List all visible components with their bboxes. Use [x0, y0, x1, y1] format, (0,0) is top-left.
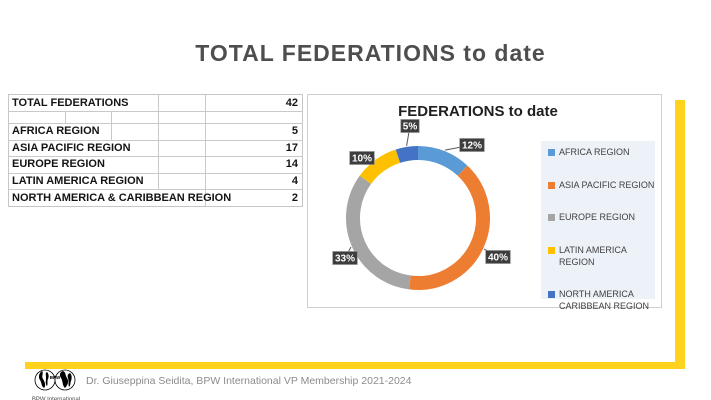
table-cell-empty	[112, 112, 159, 123]
table-cell-label: NORTH AMERICA & CARIBBEAN REGION	[9, 190, 231, 206]
data-label-text: 12%	[462, 141, 482, 152]
data-label-text: 33%	[335, 254, 355, 265]
bpw-monogram: BPW	[50, 375, 61, 380]
legend-item: LATIN AMERICA REGION	[548, 245, 655, 268]
chart-title: FEDERATIONS to date	[398, 103, 558, 120]
legend-label: NORTH AMERICA CARIBBEAN REGION	[559, 289, 650, 312]
data-label-box	[332, 251, 358, 265]
donut-segment-2	[346, 175, 411, 290]
legend-label: LATIN AMERICA REGION	[559, 245, 627, 267]
table-cell-empty	[66, 112, 112, 123]
donut-segment-1	[408, 165, 490, 290]
chart-legend: AFRICA REGION ASIA PACIFIC REGION EUROPE…	[541, 141, 655, 311]
data-label-text: 40%	[488, 253, 508, 264]
table-cell-value: 4	[291, 174, 298, 187]
doughnut-chart-panel: FEDERATIONS to date 12% 40% 33% 10% 5% AFRIC…	[307, 94, 662, 311]
table-row: EUROPE REGION 14	[9, 157, 302, 174]
data-label-box	[400, 119, 420, 133]
federations-table: TOTAL FEDERATIONS 42 AFRICA REGION 5 ASI…	[8, 94, 303, 207]
doughnut-chart: 12% 40% 33% 10% 5%	[332, 119, 511, 290]
legend-item: AFRICA REGION	[548, 147, 655, 159]
table-row: ASIA PACIFIC REGION 17	[9, 140, 302, 157]
table-cell-empty	[159, 140, 206, 156]
donut-segment-3	[359, 149, 401, 185]
table-cell-empty	[9, 112, 66, 123]
footer-credit: Dr. Giuseppina Seidita, BPW Internationa…	[86, 375, 412, 387]
data-label-box	[349, 151, 375, 165]
legend-swatch-icon	[548, 149, 555, 156]
table-row-blank	[9, 112, 302, 124]
legend-swatch-icon	[548, 214, 555, 222]
legend-swatch-icon	[548, 291, 555, 299]
legend-item: EUROPE REGION	[548, 212, 655, 224]
table-row: LATIN AMERICA REGION 4	[9, 173, 302, 190]
table-cell-empty	[159, 124, 206, 140]
logo-caption: BPW International	[31, 397, 81, 400]
table-cell-value: 42	[285, 97, 298, 109]
table-cell-empty	[206, 112, 302, 123]
table-cell-value: 17	[285, 141, 298, 154]
table-cell-label: TOTAL FEDERATIONS	[9, 95, 159, 111]
legend-swatch-icon	[548, 181, 555, 189]
table-cell-empty	[112, 124, 159, 140]
table-cell-empty	[159, 95, 206, 111]
table-row: AFRICA REGION 5	[9, 124, 302, 141]
bpw-logo: BPW BPW International	[30, 369, 82, 400]
data-label-text: 10%	[352, 154, 372, 165]
accent-bar-vertical	[675, 100, 685, 369]
legend-label: AFRICA REGION	[559, 147, 630, 157]
table-cell-label: ASIA PACIFIC REGION	[9, 140, 159, 156]
table-row: NORTH AMERICA & CARIBBEAN REGION 2	[9, 190, 302, 206]
table-row: TOTAL FEDERATIONS 42	[9, 95, 302, 112]
table-cell-value: 14	[285, 158, 298, 170]
legend-swatch-icon	[548, 247, 555, 255]
legend-label: ASIA PACIFIC REGION	[559, 179, 655, 190]
bpw-globes-icon: BPW	[34, 369, 76, 391]
table-cell-empty	[159, 173, 206, 189]
data-label-text: 5%	[403, 122, 418, 133]
donut-segment-0	[417, 146, 468, 176]
table-cell-value: 2	[291, 192, 298, 204]
page-title: TOTAL FEDERATIONS to date	[195, 40, 546, 66]
legend-label: EUROPE REGION	[559, 212, 636, 223]
data-label-box	[459, 138, 485, 152]
legend-item: ASIA PACIFIC REGION	[548, 180, 655, 192]
table-cell-empty	[159, 157, 206, 173]
table-cell-value: 5	[291, 125, 298, 137]
donut-segment-4	[395, 146, 419, 163]
table-cell-label: AFRICA REGION	[9, 124, 112, 140]
data-label-box	[485, 250, 511, 264]
legend-item: NORTH AMERICA CARIBBEAN REGION	[548, 289, 655, 312]
accent-bar-horizontal	[25, 362, 685, 369]
table-cell-empty	[159, 112, 206, 123]
table-cell-label: LATIN AMERICA REGION	[9, 173, 159, 189]
table-cell-label: EUROPE REGION	[9, 157, 159, 173]
